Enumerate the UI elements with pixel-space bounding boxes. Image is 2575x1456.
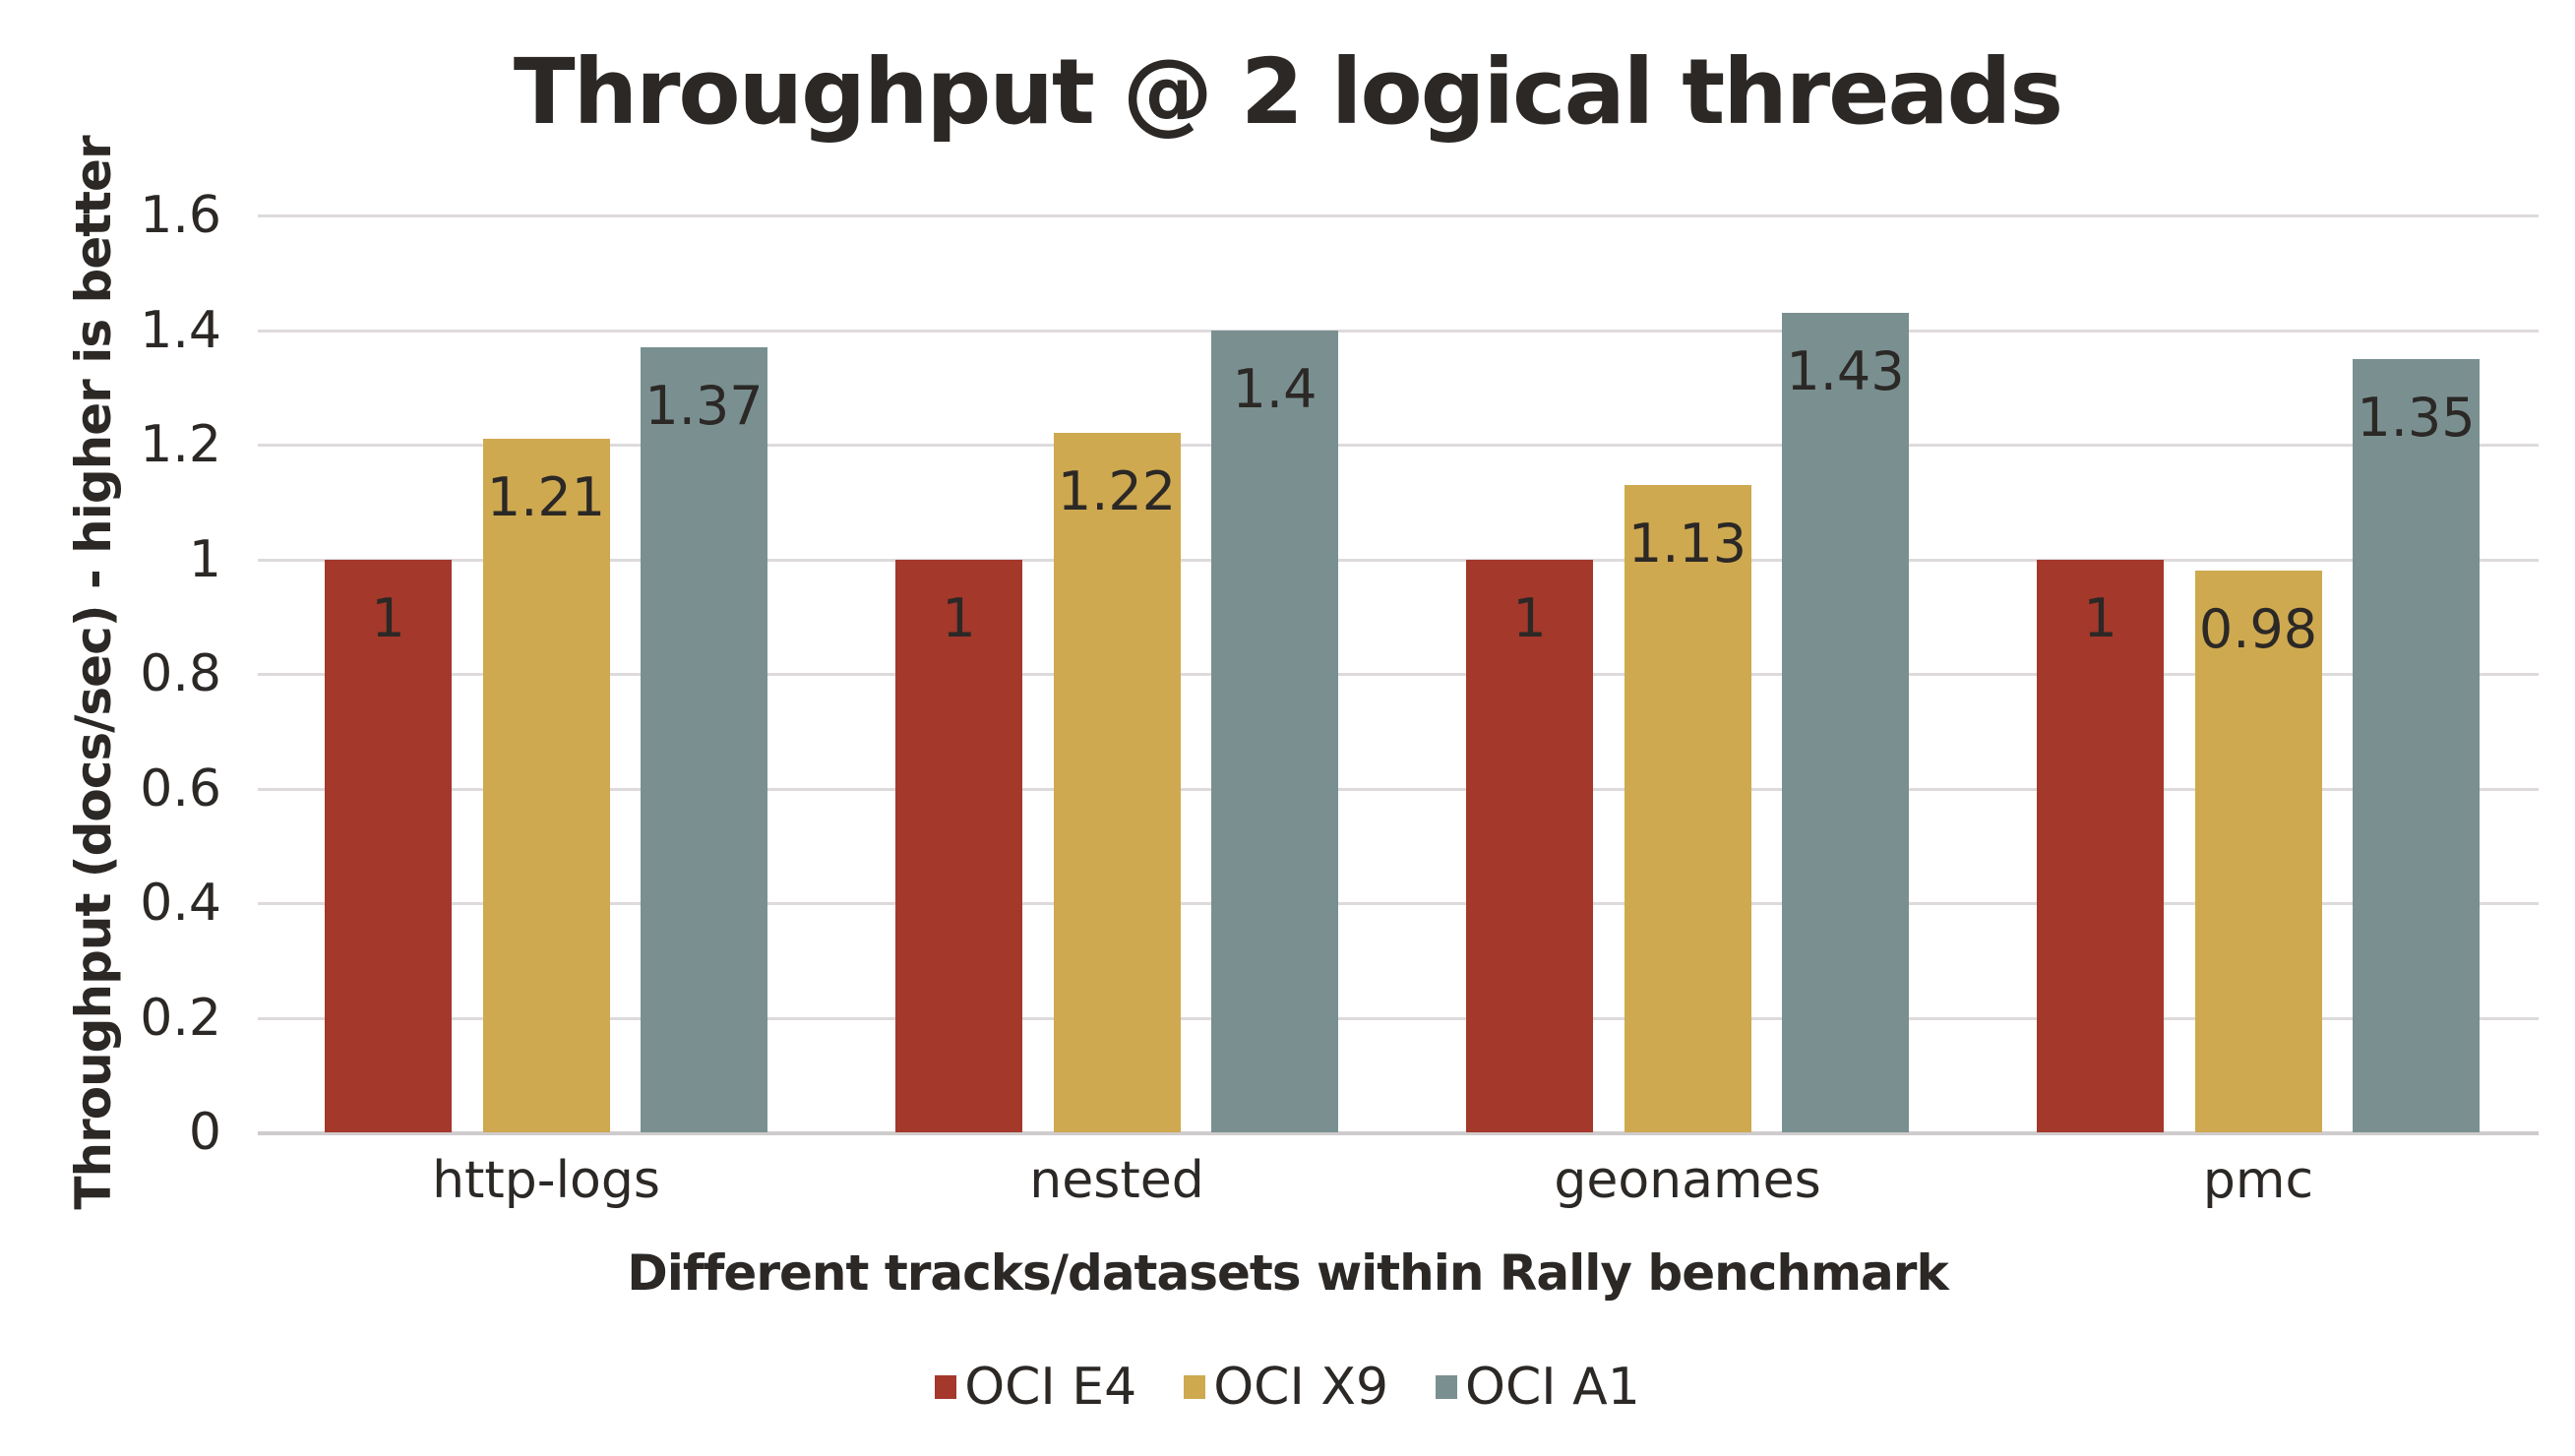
bar-oci-x9-nested: 1.22 bbox=[1053, 433, 1181, 1132]
bar-oci-a1-geonames: 1.43 bbox=[1782, 313, 1909, 1132]
bar-value-label: 1 bbox=[942, 586, 976, 649]
legend-label: OCI A1 bbox=[1465, 1358, 1640, 1417]
gridline bbox=[258, 673, 2539, 676]
bar-oci-x9-http-logs: 1.21 bbox=[482, 439, 610, 1132]
bar-value-label: 1.22 bbox=[1057, 460, 1177, 523]
bar-oci-e4-nested: 1 bbox=[895, 559, 1022, 1132]
bar-oci-x9-pmc: 0.98 bbox=[2194, 571, 2322, 1132]
x-tick-label: nested bbox=[1029, 1151, 1204, 1210]
bar-value-label: 1 bbox=[1512, 586, 1547, 649]
legend-swatch-icon bbox=[935, 1375, 957, 1399]
y-tick-label: 0.8 bbox=[140, 644, 221, 703]
plot-area: 1 1.21 1.37 1 1.22 1.4 1 1.13 1.43 1 0.98 1.35 bbox=[258, 214, 2539, 1135]
legend-item: OCI E4 bbox=[935, 1358, 1136, 1417]
gridline bbox=[258, 902, 2539, 905]
gridline bbox=[258, 214, 2539, 217]
legend-label: OCI E4 bbox=[964, 1358, 1137, 1417]
bar-value-label: 1.43 bbox=[1786, 340, 1905, 403]
y-tick-label: 1 bbox=[188, 529, 221, 589]
gridline bbox=[258, 444, 2539, 447]
gridline bbox=[258, 787, 2539, 791]
legend-label: OCI X9 bbox=[1213, 1358, 1389, 1417]
bar-value-label: 1.37 bbox=[644, 374, 764, 437]
bar-value-label: 1 bbox=[2083, 586, 2117, 649]
x-axis-label: Different tracks/datasets within Rally b… bbox=[627, 1244, 1948, 1302]
x-tick-label: http-logs bbox=[432, 1151, 660, 1210]
y-tick-label: 1.2 bbox=[140, 415, 221, 474]
bar-value-label: 1.13 bbox=[1627, 512, 1747, 575]
bar-value-label: 0.98 bbox=[2198, 598, 2318, 661]
y-tick-label: 0.2 bbox=[140, 988, 221, 1048]
gridline bbox=[258, 1131, 2539, 1135]
x-tick-label: pmc bbox=[2202, 1151, 2314, 1210]
bar-oci-e4-http-logs: 1 bbox=[325, 559, 452, 1132]
bar-value-label: 1.35 bbox=[2357, 386, 2476, 449]
y-tick-label: 0 bbox=[188, 1103, 221, 1162]
bar-value-label: 1.4 bbox=[1232, 357, 1318, 420]
gridline bbox=[258, 1016, 2539, 1020]
chart-title: Throughput @ 2 logical threads bbox=[513, 39, 2063, 145]
bar-oci-x9-geonames: 1.13 bbox=[1624, 484, 1751, 1132]
y-tick-label: 0.4 bbox=[140, 874, 221, 933]
legend-item: OCI A1 bbox=[1436, 1358, 1640, 1417]
bar-oci-e4-geonames: 1 bbox=[1466, 559, 1593, 1132]
y-tick-label: 1.6 bbox=[140, 186, 221, 245]
gridline bbox=[258, 558, 2539, 562]
bar-oci-a1-pmc: 1.35 bbox=[2353, 358, 2480, 1132]
gridline bbox=[258, 329, 2539, 333]
bar-value-label: 1.21 bbox=[486, 466, 606, 529]
bar-oci-e4-pmc: 1 bbox=[2037, 559, 2164, 1132]
bar-oci-a1-nested: 1.4 bbox=[1211, 330, 1338, 1132]
legend-swatch-icon bbox=[1184, 1375, 1206, 1399]
y-tick-label: 0.6 bbox=[140, 758, 221, 819]
legend-item: OCI X9 bbox=[1184, 1358, 1388, 1417]
bar-value-label: 1 bbox=[371, 586, 405, 649]
legend-swatch-icon bbox=[1436, 1375, 1458, 1399]
x-tick-label: geonames bbox=[1554, 1151, 1821, 1210]
legend: OCI E4 OCI X9 OCI A1 bbox=[0, 1358, 2575, 1417]
y-tick-label: 1.4 bbox=[140, 300, 221, 360]
bar-oci-a1-http-logs: 1.37 bbox=[641, 346, 767, 1132]
